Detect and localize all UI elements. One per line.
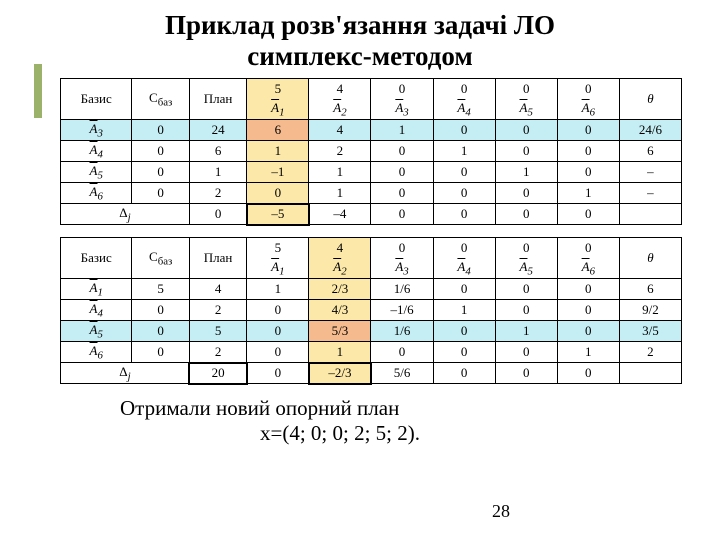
footer-line1: Отримали новий опорний план <box>0 396 720 421</box>
simplex-table-1: БазисCбазПлан540000θA1A2A3A4A5A6A3024641… <box>60 78 682 225</box>
page-title: Приклад розв'язання задачі ЛО симплекс-м… <box>0 0 720 72</box>
footer-line2: x=(4; 0; 0; 2; 5; 2). <box>0 421 720 446</box>
accent-bar <box>34 64 42 118</box>
title-line1: Приклад розв'язання задачі ЛО <box>165 10 555 40</box>
simplex-table-2: БазисCбазПлан540000θA1A2A3A4A5A6A15412/3… <box>60 237 682 384</box>
title-line2: симплекс-методом <box>247 41 473 71</box>
page-number: 28 <box>492 501 510 522</box>
